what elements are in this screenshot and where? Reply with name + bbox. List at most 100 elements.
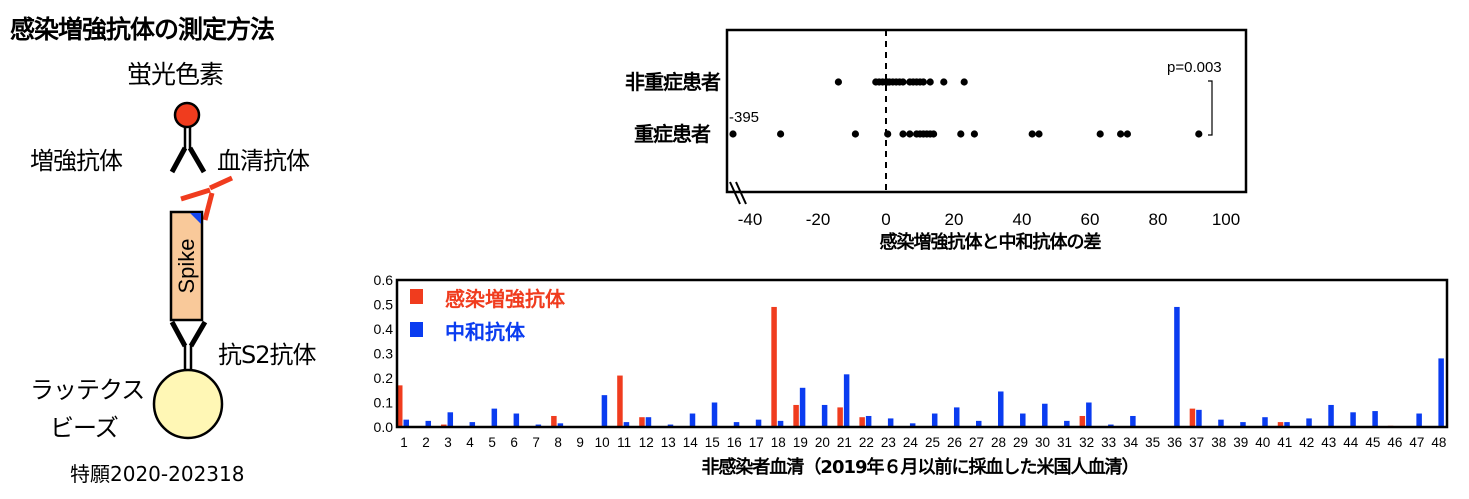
x-tick-label: 39 bbox=[1233, 435, 1248, 450]
dots-non-severe bbox=[834, 78, 968, 86]
data-point bbox=[1123, 130, 1131, 138]
legend-label-enhancing: 感染増強抗体 bbox=[445, 287, 566, 311]
x-tick-label: 21 bbox=[837, 435, 852, 450]
x-tick-label: 8 bbox=[554, 435, 562, 450]
x-tick-label: 7 bbox=[532, 435, 540, 450]
bar-neutralizing bbox=[623, 422, 630, 427]
x-tick-label: 41 bbox=[1277, 435, 1292, 450]
x-tick-label: 16 bbox=[727, 435, 742, 450]
x-tick-label: 22 bbox=[859, 435, 874, 450]
x-tick-label: 4 bbox=[466, 435, 474, 450]
bar-neutralizing bbox=[447, 412, 454, 427]
y-tick-label: 0.3 bbox=[374, 346, 394, 362]
dot-plot-x-title: 感染増強抗体と中和抗体の差 bbox=[880, 231, 1102, 253]
x-axis-ticks: -40 -20 0 20 40 60 80 100 bbox=[738, 210, 1240, 229]
x-tick-label: 31 bbox=[1057, 435, 1072, 450]
difference-dot-plot: -40 -20 0 20 40 60 80 100 非重症患者 重症患者 -395 p=0.0… bbox=[625, 28, 1248, 253]
fluorophore-icon bbox=[173, 101, 201, 129]
axis-break-icon bbox=[729, 181, 747, 205]
data-point bbox=[1117, 130, 1125, 138]
x-tick-label: -40 bbox=[738, 210, 763, 229]
data-point bbox=[930, 130, 938, 138]
bar-neutralizing bbox=[887, 418, 894, 427]
data-point bbox=[970, 130, 978, 138]
bar-enhancing bbox=[859, 417, 865, 427]
x-tick-label: 47 bbox=[1409, 435, 1424, 450]
x-tick-label: 20 bbox=[815, 435, 830, 450]
x-tick-label: 44 bbox=[1343, 435, 1359, 450]
bar-chart-x-title: 非感染者血清（2019年６月以前に採血した米国人血清） bbox=[701, 456, 1138, 478]
data-point bbox=[1035, 130, 1043, 138]
x-tick-label: 80 bbox=[1149, 210, 1168, 229]
x-tick-label: 46 bbox=[1387, 435, 1402, 450]
x-tick-label: 28 bbox=[991, 435, 1006, 450]
bar-enhancing bbox=[551, 415, 557, 427]
data-point bbox=[851, 130, 859, 138]
legend-swatch-enhancing bbox=[410, 289, 423, 304]
x-tick-label: 33 bbox=[1101, 435, 1116, 450]
bar-neutralizing bbox=[909, 423, 916, 427]
y-tick-label: 0.1 bbox=[374, 395, 394, 411]
x-tick-label: 11 bbox=[617, 435, 631, 450]
x-tick-label: 42 bbox=[1299, 435, 1314, 450]
anti-s2-antibody-icon bbox=[169, 320, 208, 370]
x-tick-label: 32 bbox=[1079, 435, 1094, 450]
bar-neutralizing bbox=[1020, 413, 1026, 427]
bar-neutralizing bbox=[1350, 412, 1356, 427]
data-point bbox=[960, 78, 968, 86]
data-point bbox=[940, 78, 948, 86]
bar-neutralizing bbox=[645, 417, 652, 427]
serum-antibody-label: 血清抗体 bbox=[217, 147, 310, 175]
x-tick-label: 23 bbox=[881, 435, 896, 450]
bar-neutralizing bbox=[711, 402, 718, 427]
data-point bbox=[906, 130, 914, 138]
bar-enhancing bbox=[837, 407, 843, 427]
x-tick-label: 26 bbox=[947, 435, 962, 450]
x-tick-label: 37 bbox=[1189, 435, 1204, 450]
x-tick-label: -20 bbox=[806, 210, 831, 229]
x-tick-label: 3 bbox=[444, 435, 452, 450]
latex-beads-label-line2: ビーズ bbox=[50, 414, 119, 442]
x-tick-label: 9 bbox=[576, 435, 584, 450]
bar-enhancing bbox=[617, 375, 623, 427]
bar-enhancing bbox=[771, 306, 777, 427]
x-tick-label: 36 bbox=[1167, 435, 1182, 450]
bar-neutralizing bbox=[931, 413, 938, 427]
x-tick-label: 25 bbox=[925, 435, 940, 450]
enhancing-antibody-label: 増強抗体 bbox=[30, 147, 123, 175]
anti-s2-antibody-label: 抗S2抗体 bbox=[218, 341, 317, 369]
bar-neutralizing bbox=[689, 413, 696, 427]
bar-neutralizing bbox=[821, 404, 828, 427]
bar-neutralizing bbox=[755, 419, 762, 427]
bar-neutralizing bbox=[491, 408, 498, 427]
y-tick-label: 0.4 bbox=[374, 321, 394, 337]
x-tick-label: 45 bbox=[1365, 435, 1380, 450]
x-tick-label: 34 bbox=[1123, 435, 1139, 450]
diagram-title: 感染増強抗体の測定方法 bbox=[10, 15, 275, 44]
bar-neutralizing bbox=[733, 422, 740, 427]
legend-label-neutralizing: 中和抗体 bbox=[445, 320, 526, 344]
x-tick-label: 6 bbox=[510, 435, 518, 450]
bar-neutralizing bbox=[1240, 422, 1246, 427]
bar-neutralizing bbox=[513, 413, 520, 427]
serum-antibody-icon bbox=[180, 175, 234, 221]
spike-label: Spike bbox=[174, 238, 199, 293]
bar-neutralizing bbox=[1196, 409, 1202, 427]
y-axis-ticks: 0.0 0.1 0.2 0.3 0.4 0.5 0.6 bbox=[374, 272, 394, 435]
bar-enhancing bbox=[1277, 422, 1284, 427]
x-tick-label: 15 bbox=[705, 435, 720, 450]
outlier-annotation: -395 bbox=[729, 109, 759, 126]
x-tick-label: 12 bbox=[639, 435, 654, 450]
x-tick-label: 14 bbox=[683, 435, 699, 450]
data-point bbox=[1028, 130, 1036, 138]
data-point bbox=[899, 130, 907, 138]
x-tick-label: 18 bbox=[771, 435, 786, 450]
data-point bbox=[777, 130, 785, 138]
significance-bracket bbox=[1208, 80, 1213, 136]
bar-neutralizing bbox=[557, 423, 564, 427]
x-tick-label: 30 bbox=[1035, 435, 1050, 450]
bar-enhancing bbox=[639, 417, 645, 427]
x-tick-label: 5 bbox=[488, 435, 496, 450]
y-tick-label: 0.2 bbox=[374, 370, 394, 386]
x-tick-label: 24 bbox=[903, 435, 919, 450]
